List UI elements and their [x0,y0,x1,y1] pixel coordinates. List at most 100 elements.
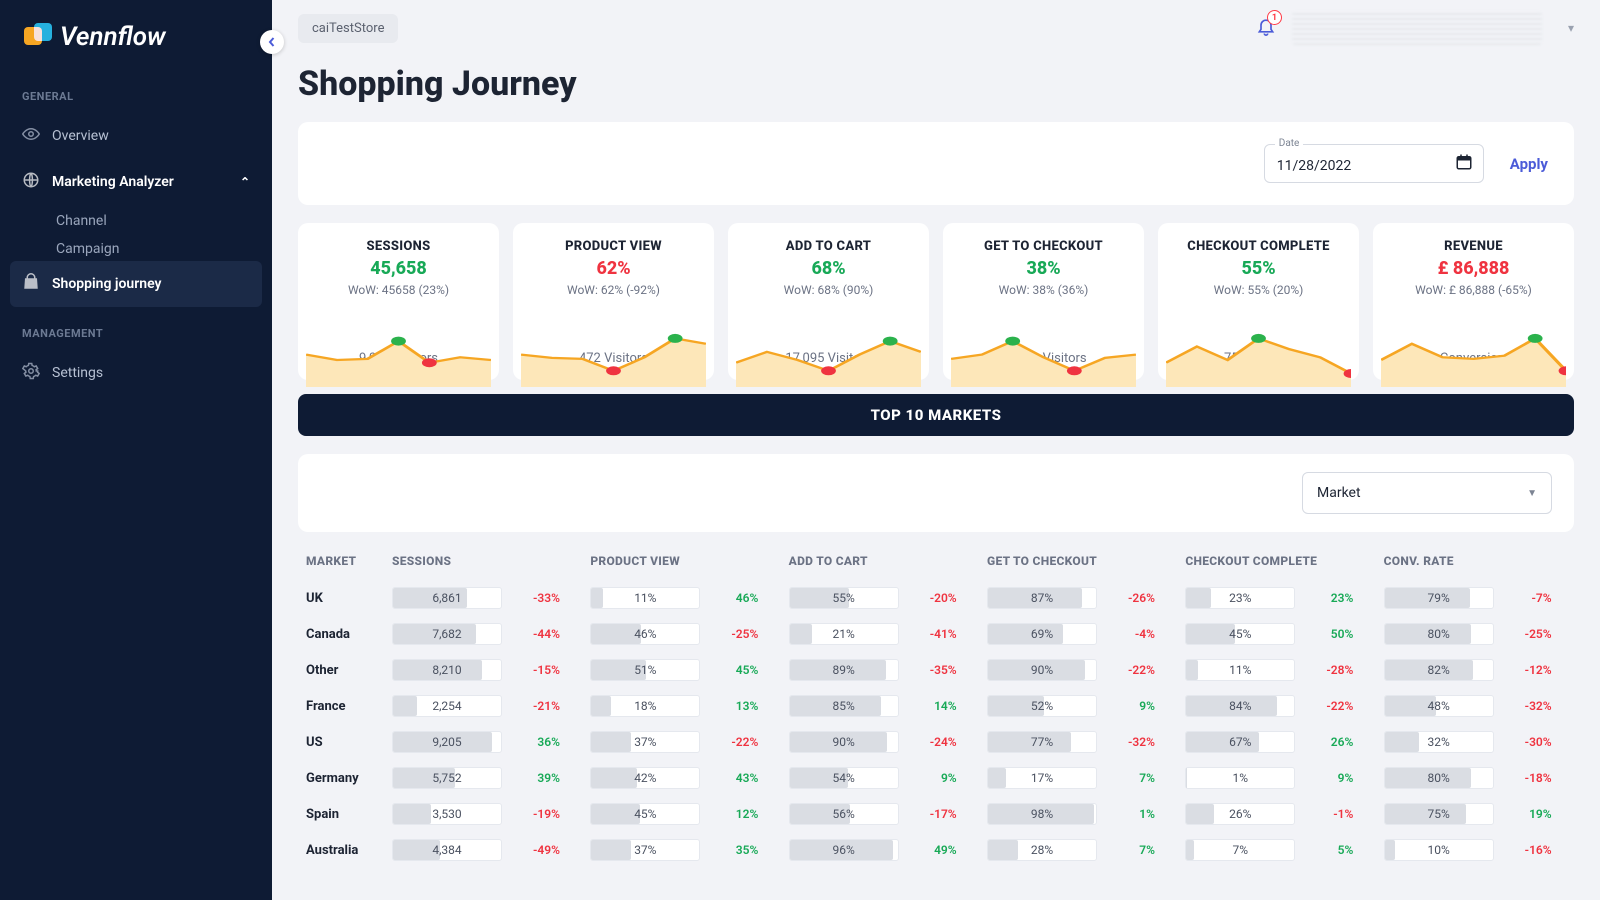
delta-value: -32% [1107,735,1155,749]
market-name: US [298,724,384,760]
table-row: US 9,20536% 37%-22% 90%-24% 77%-32% 67%2… [298,724,1574,760]
sidebar-item-shopping-journey[interactable]: Shopping journey [10,261,262,307]
kpi-wow: WoW: £ 86,888 (-65%) [1383,283,1564,297]
kpi-sparkline [951,333,1136,387]
brand-name: Vennflow [60,22,166,52]
user-menu[interactable] [1292,11,1542,45]
delta-value: -28% [1305,663,1353,677]
kpi-title: REVENUE [1383,239,1564,254]
delta-value: -21% [512,699,560,713]
kpi-title: ADD TO CART [738,239,919,254]
sidebar-nav: GENERALOverviewMarketing Analyzer⌃Channe… [0,76,272,402]
sidebar-item-overview[interactable]: Overview [0,113,272,159]
table-column-header: MARKET [298,544,384,580]
delta-value: -44% [512,627,560,641]
gear-icon [22,362,40,384]
notifications-button[interactable]: 1 [1256,16,1276,40]
bar-indicator: 90% [789,731,899,753]
market-select[interactable]: Market ▼ [1302,472,1552,514]
delta-value: -26% [1107,591,1155,605]
delta-value: -22% [1107,663,1155,677]
sidebar-subitem-channel[interactable]: Channel [0,205,272,233]
bar-indicator: 37% [590,839,700,861]
bar-indicator: 69% [987,623,1097,645]
delta-value: -18% [1504,771,1552,785]
delta-value: 9% [1305,771,1353,785]
kpi-sparkline [1381,333,1566,387]
bar-indicator: 10% [1384,839,1494,861]
delta-value: -22% [710,735,758,749]
kpi-card: REVENUE £ 86,888 WoW: £ 86,888 (-65%) 81… [1373,223,1574,380]
bar-indicator: 1% [1185,767,1295,789]
sidebar-subitem-campaign[interactable]: Campaign [0,233,272,261]
kpi-wow: WoW: 62% (-92%) [523,283,704,297]
market-name: Other [298,652,384,688]
bar-indicator: 54% [789,767,899,789]
calendar-icon [1455,153,1473,175]
sidebar-item-label: Overview [52,128,109,144]
sidebar-item-settings[interactable]: Settings [0,350,272,396]
bar-indicator: 79% [1384,587,1494,609]
kpi-sparkline [521,333,706,387]
bar-indicator: 90% [987,659,1097,681]
delta-value: 50% [1305,627,1353,641]
kpi-title: SESSIONS [308,239,489,254]
bar-indicator: 89% [789,659,899,681]
kpi-value: 45,658 [308,258,489,279]
kpi-card: GET TO CHECKOUT 38% WoW: 38% (36%) 30,95… [943,223,1144,380]
store-selector[interactable]: caiTestStore [298,14,398,43]
kpi-value: 38% [953,258,1134,279]
table-header-row: MARKETSESSIONSPRODUCT VIEWADD TO CARTGET… [298,544,1574,580]
bar-indicator: 37% [590,731,700,753]
kpi-card: ADD TO CART 68% WoW: 68% (90%) 17,095 Vi… [728,223,929,380]
sidebar: Vennflow GENERALOverviewMarketing Analyz… [0,0,272,900]
bar-indicator: 85% [789,695,899,717]
delta-value: -24% [909,735,957,749]
delta-value: -12% [1504,663,1552,677]
table-row: France 2,254-21% 18%13% 85%14% 52%9% 84%… [298,688,1574,724]
kpi-wow: WoW: 55% (20%) [1168,283,1349,297]
bar-indicator: 18% [590,695,700,717]
delta-value: 7% [1107,843,1155,857]
table-column-header: CONV. RATE [1376,544,1574,580]
delta-value: 43% [710,771,758,785]
kpi-value: 62% [523,258,704,279]
delta-value: -1% [1305,807,1353,821]
kpi-sparkline [736,333,921,387]
delta-value: -16% [1504,843,1552,857]
delta-value: -41% [909,627,957,641]
chevron-down-icon: ▾ [1568,21,1574,35]
table-column-header: GET TO CHECKOUT [979,544,1177,580]
delta-value: -22% [1305,699,1353,713]
bar-indicator: 21% [789,623,899,645]
delta-value: -19% [512,807,560,821]
bar-indicator: 26% [1185,803,1295,825]
table-row: Spain 3,530-19% 45%12% 56%-17% 98%1% 26%… [298,796,1574,832]
delta-value: 1% [1107,807,1155,821]
date-filter-panel: Date 11/28/2022 Apply [298,122,1574,205]
delta-value: 9% [1107,699,1155,713]
bar-indicator: 51% [590,659,700,681]
bar-indicator: 3,530 [392,803,502,825]
sidebar-item-marketing-analyzer[interactable]: Marketing Analyzer⌃ [0,159,272,205]
bar-indicator: 46% [590,623,700,645]
bar-indicator: 48% [1384,695,1494,717]
delta-value: 23% [1305,591,1353,605]
date-label: Date [1275,138,1304,149]
delta-value: -49% [512,843,560,857]
delta-value: 45% [710,663,758,677]
main-content: caiTestStore 1 ▾ Shopping Journey Date 1… [272,0,1600,900]
globe-icon [22,171,40,193]
apply-button[interactable]: Apply [1510,155,1548,173]
chevron-down-icon: ▼ [1527,488,1537,499]
date-input[interactable]: Date 11/28/2022 [1264,144,1484,183]
market-name: France [298,688,384,724]
bar-indicator: 98% [987,803,1097,825]
bar-indicator: 84% [1185,695,1295,717]
markets-table: MARKETSESSIONSPRODUCT VIEWADD TO CARTGET… [298,544,1574,868]
kpi-wow: WoW: 45658 (23%) [308,283,489,297]
sidebar-item-label: Marketing Analyzer [52,174,174,190]
delta-value: 12% [710,807,758,821]
delta-value: 14% [909,699,957,713]
bar-indicator: 7,682 [392,623,502,645]
